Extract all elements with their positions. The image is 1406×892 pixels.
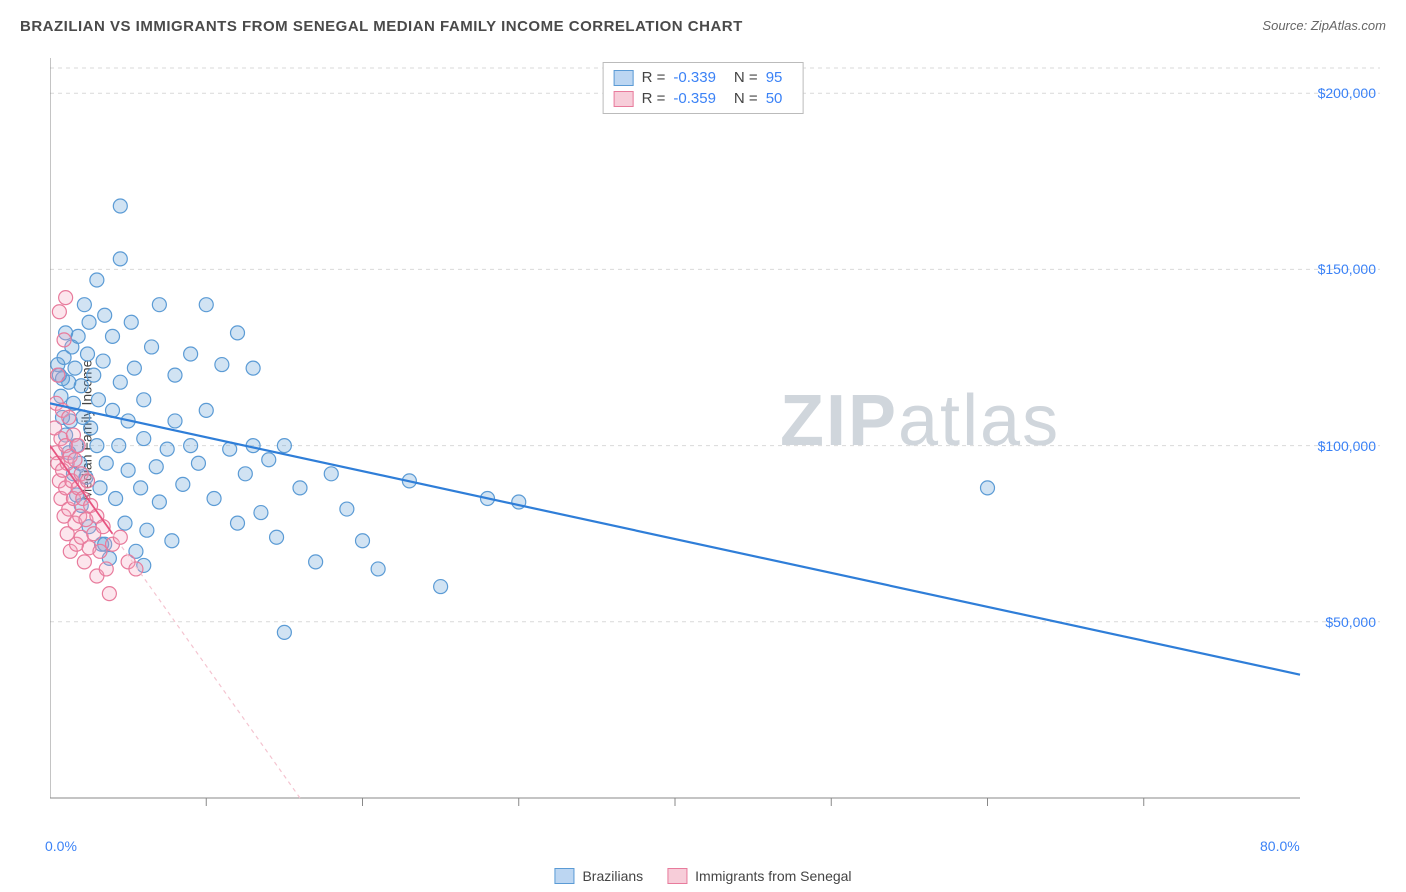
x-tick-label: 0.0% bbox=[45, 838, 77, 854]
n-value: 95 bbox=[766, 69, 783, 86]
legend-row: R = -0.359 N = 50 bbox=[614, 88, 793, 109]
n-label: N = bbox=[734, 69, 758, 86]
n-label: N = bbox=[734, 90, 758, 107]
y-tick-label: $200,000 bbox=[1318, 85, 1376, 101]
legend-item: Immigrants from Senegal bbox=[667, 868, 851, 884]
legend-item: Brazilians bbox=[554, 868, 643, 884]
chart-title: BRAZILIAN VS IMMIGRANTS FROM SENEGAL MED… bbox=[20, 18, 743, 35]
source-label: Source: bbox=[1262, 18, 1307, 33]
source-value: ZipAtlas.com bbox=[1311, 18, 1386, 33]
legend-label: Brazilians bbox=[582, 868, 643, 884]
r-value: -0.359 bbox=[673, 90, 716, 107]
legend-row: R = -0.339 N = 95 bbox=[614, 67, 793, 88]
legend-swatch-blue bbox=[554, 868, 574, 884]
r-label: R = bbox=[642, 90, 666, 107]
chart-svg bbox=[50, 58, 1380, 828]
series-legend: Brazilians Immigrants from Senegal bbox=[554, 868, 851, 884]
y-tick-label: $100,000 bbox=[1318, 438, 1376, 454]
n-value: 50 bbox=[766, 90, 783, 107]
x-tick-label: 80.0% bbox=[1260, 838, 1300, 854]
source-attribution: Source: ZipAtlas.com bbox=[1262, 18, 1386, 33]
r-value: -0.339 bbox=[673, 69, 716, 86]
legend-swatch-pink bbox=[667, 868, 687, 884]
legend-swatch-pink bbox=[614, 91, 634, 107]
legend-label: Immigrants from Senegal bbox=[695, 868, 851, 884]
chart-plot-area bbox=[50, 58, 1380, 828]
correlation-legend: R = -0.339 N = 95 R = -0.359 N = 50 bbox=[603, 62, 804, 114]
r-label: R = bbox=[642, 69, 666, 86]
y-tick-label: $50,000 bbox=[1325, 614, 1376, 630]
legend-swatch-blue bbox=[614, 70, 634, 86]
y-tick-label: $150,000 bbox=[1318, 261, 1376, 277]
